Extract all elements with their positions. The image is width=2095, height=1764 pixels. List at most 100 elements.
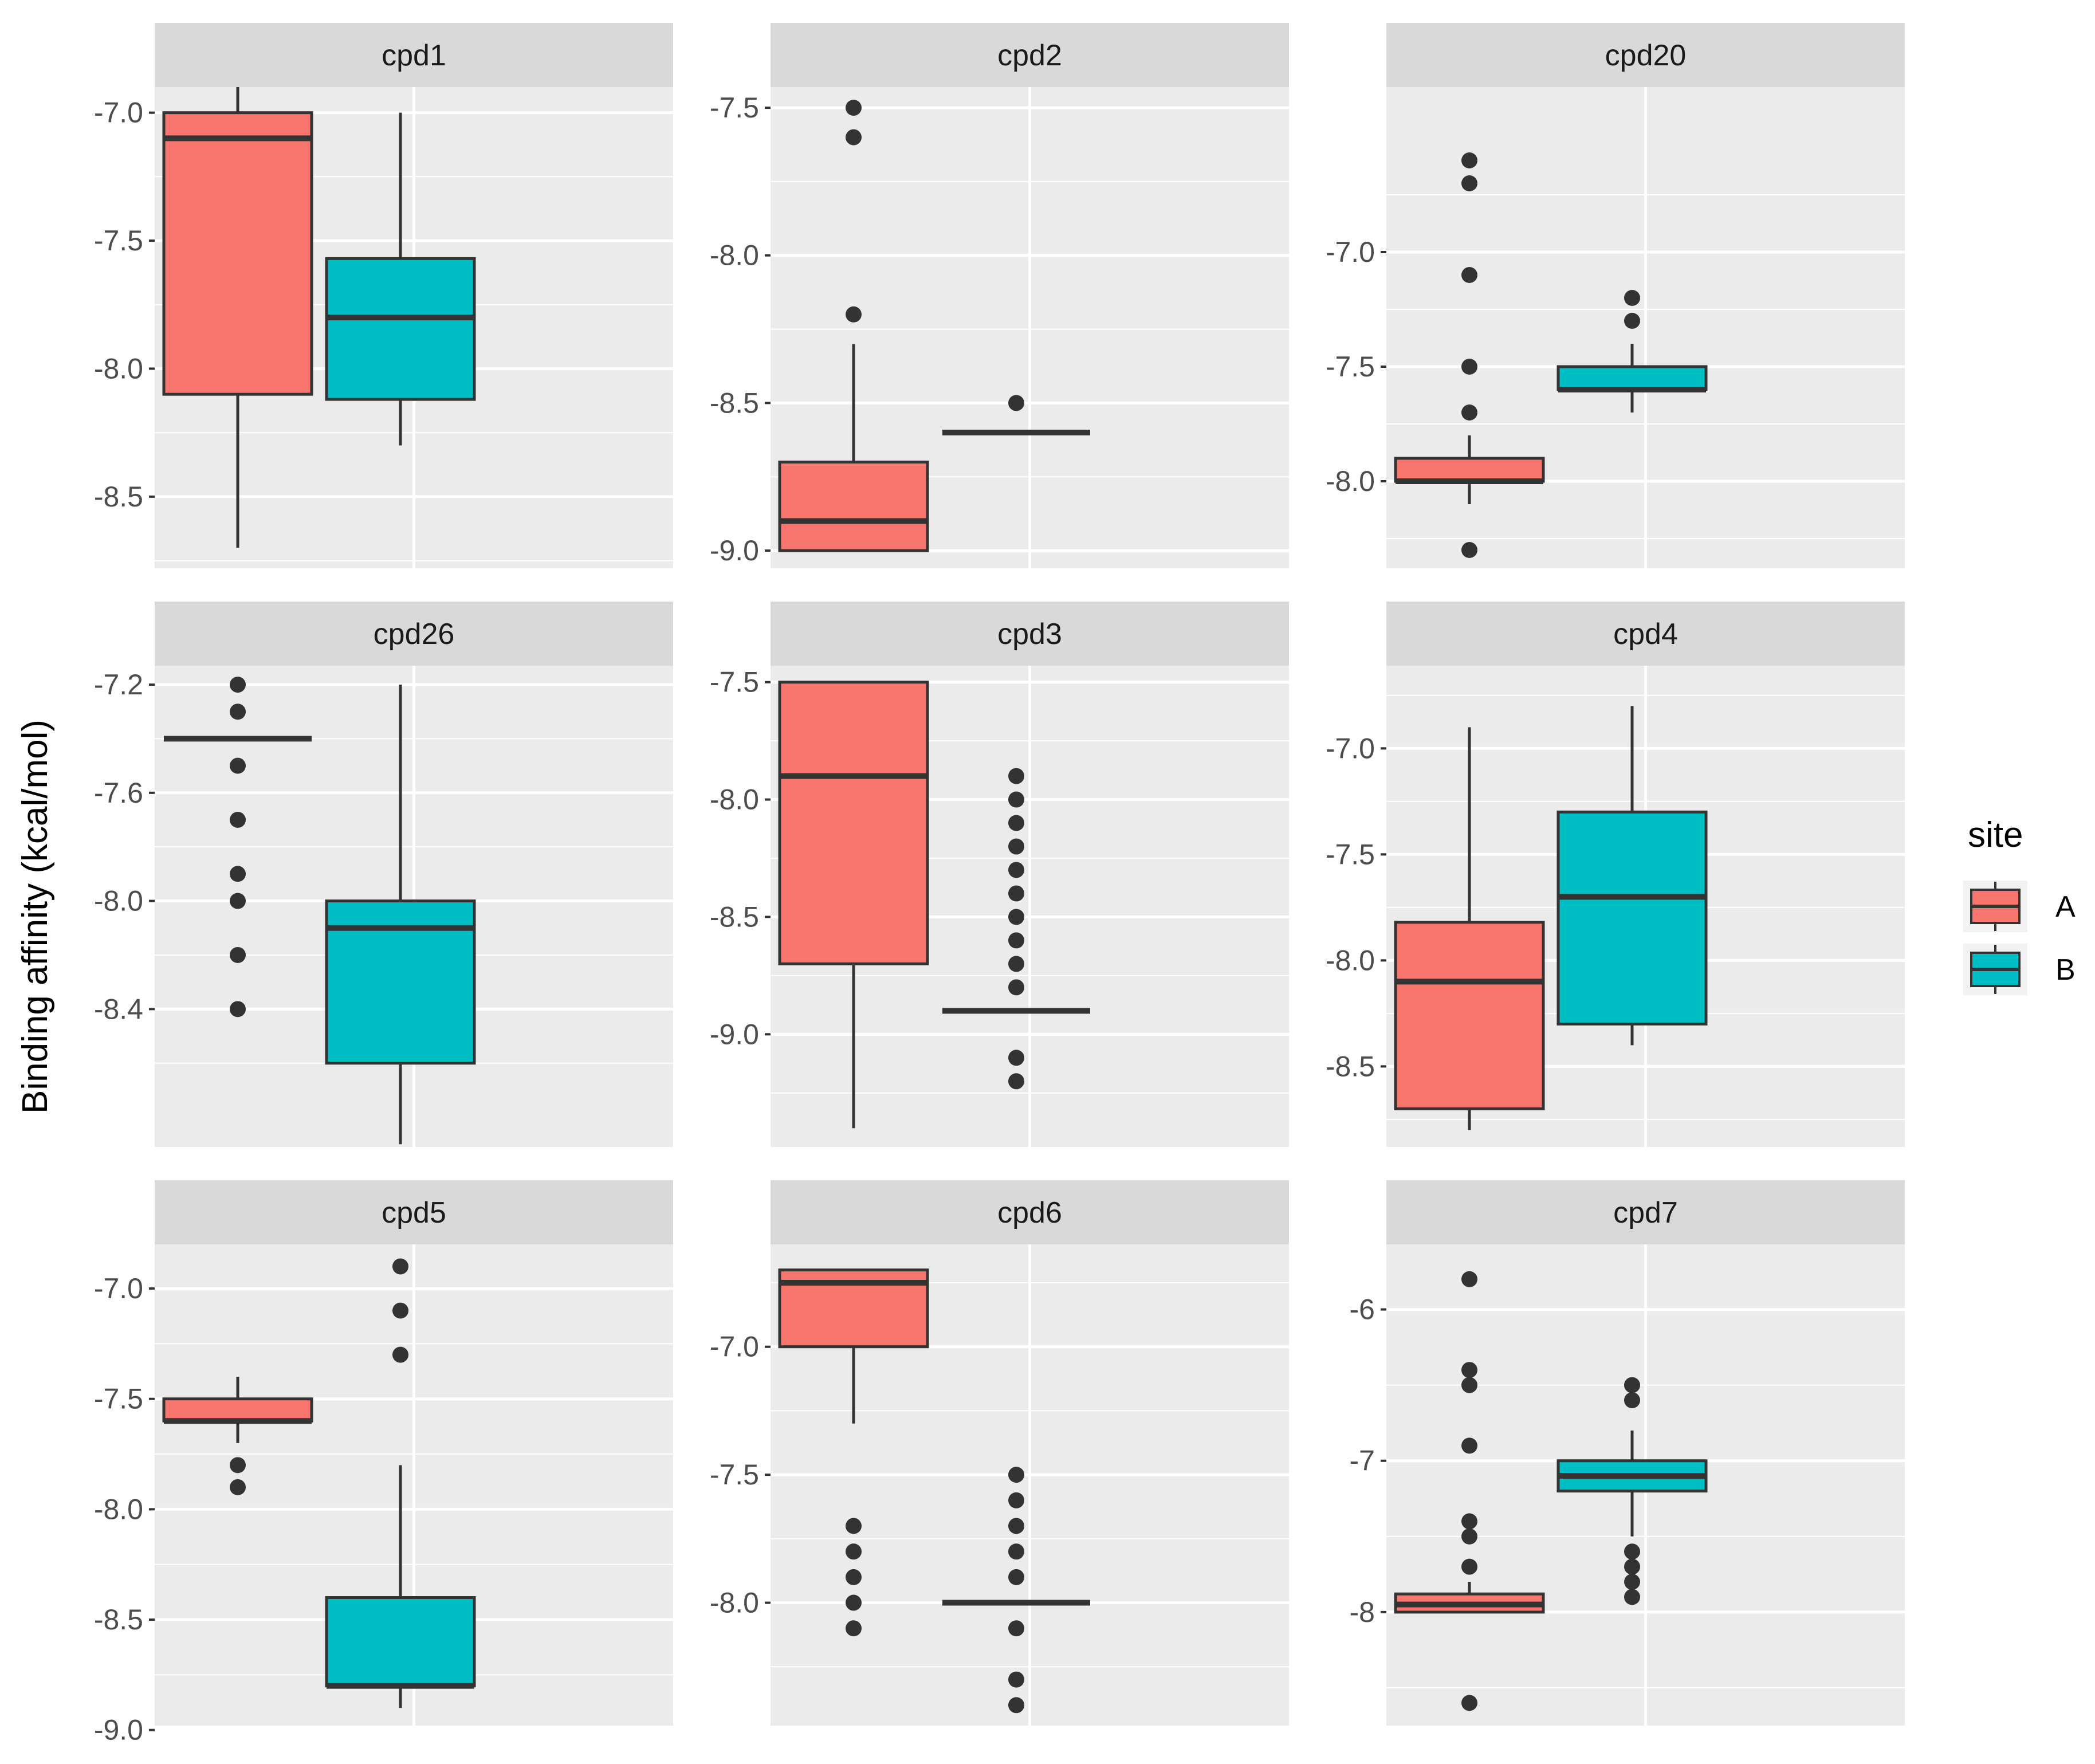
y-tick-label: -7.5 [94,225,143,257]
iqr-box [778,681,929,965]
y-tick-label: -8.5 [710,901,759,933]
outlier-point [1008,838,1024,855]
outlier-point [846,1518,862,1534]
outlier-point [392,1346,408,1363]
panel-cpd4: cpd4 -7.0 -7.5 -8.0 -8.5 [1326,602,1905,1147]
panel-strip [1386,23,1905,87]
outlier-point [230,704,246,720]
y-tick-label: -9.0 [710,1018,759,1050]
panel-strip-title: cpd7 [1613,1196,1678,1229]
outlier-point [230,1479,246,1495]
panel-strip [771,23,1289,87]
outlier-point [846,129,862,146]
y-tick-label: -8.0 [94,1493,143,1525]
panel-strip-title: cpd20 [1605,39,1687,72]
box-site-b [942,768,1090,1090]
outlier-point [1008,1073,1024,1090]
panel-strip [1386,602,1905,666]
outlier-point [1461,1437,1477,1454]
y-tick-label: -7.2 [94,669,143,701]
y-tick-label: -7 [1350,1445,1375,1477]
y-tick-label: -9.0 [710,535,759,567]
box-site-a [162,87,313,548]
outlier-point [392,1302,408,1319]
outlier-point [1008,1492,1024,1508]
iqr-box [1556,365,1708,391]
y-tick-label: -8.5 [710,387,759,419]
outlier-point [1008,1671,1024,1688]
outlier-point [1008,1697,1024,1714]
panel-cpd26: cpd26 -7.2 -7.6 -8.0 -8.4 [94,602,673,1147]
y-tick-label: -7.5 [710,92,759,124]
y-tick-label: -8 [1350,1596,1375,1628]
outlier-point [1008,979,1024,996]
outlier-point [846,1594,862,1611]
outlier-point [230,946,246,963]
box-site-b [942,1467,1090,1714]
panel-strip [155,23,673,87]
outlier-point [1461,1695,1477,1711]
outlier-point [1624,1558,1640,1575]
outlier-point [230,757,246,774]
outlier-point [230,866,246,882]
outlier-point [1008,1467,1024,1483]
y-tick-label: -8.0 [710,239,759,272]
outlier-point [846,1569,862,1585]
box-site-a [162,1377,313,1495]
legend-label-site-b: B [2055,953,2076,987]
panel-strip [771,602,1289,666]
box-site-b [325,112,476,446]
y-tick-label: -8.5 [1326,1050,1375,1082]
outlier-point [1008,395,1024,411]
y-axis-label: Binding affinity (kcal/mol) [15,720,55,1114]
panel-strip [771,1180,1289,1244]
box-site-a [1394,152,1545,558]
y-tick-label: -8.4 [94,993,143,1025]
outlier-point [846,1543,862,1560]
outlier-point [1461,152,1477,168]
outlier-point [1008,768,1024,784]
y-tick-label: -8.5 [94,1604,143,1636]
panel-strip-title: cpd1 [382,39,446,72]
outlier-point [230,893,246,909]
box-site-a [778,1268,929,1637]
outlier-point [1461,542,1477,558]
y-tick-label: -7.0 [710,1331,759,1363]
y-tick-label: -7.0 [1326,732,1375,764]
outlier-point [846,306,862,323]
outlier-point [1624,1377,1640,1393]
outlier-point [1461,1513,1477,1530]
panel-cpd6: cpd6 -7.0 -7.5 -8.0 [710,1180,1289,1726]
outlier-point [230,811,246,828]
panel-cpd5: cpd5 -7.0 -7.5 -8.0 -8.5 -9.0 [94,1180,673,1746]
panel-strip-title: cpd2 [997,39,1062,72]
box-site-b [325,1258,476,1708]
box-site-a [778,100,929,552]
panel-cpd1: cpd1 -7.0 -7.5 -8.0 -8.5 [94,23,673,568]
outlier-point [230,1457,246,1474]
box-site-a [1394,727,1545,1130]
outlier-point [1008,1569,1024,1585]
box-site-b [325,685,476,1145]
legend-label-site-a: A [2055,890,2076,924]
y-tick-label: -8.0 [710,784,759,816]
panel-strip [155,1180,673,1244]
outlier-point [1008,956,1024,972]
outlier-point [1461,267,1477,283]
y-tick-label: -7.5 [1326,351,1375,383]
outlier-point [846,1620,862,1637]
y-tick-label: -7.5 [94,1383,143,1415]
panel-cpd7: cpd7 -6 -7 -8 [1350,1180,1905,1726]
box-site-a [778,681,929,1129]
y-tick-label: -8.5 [94,481,143,513]
outlier-point [1461,1377,1477,1393]
legend-title: site [1968,815,2023,855]
outlier-point [392,1258,408,1275]
panel-strip-title: cpd5 [382,1196,446,1229]
panel-strip [155,602,673,666]
outlier-point [846,100,862,116]
y-tick-label: -9.0 [94,1714,143,1746]
panels-layer: cpd1 -7.0 -7.5 -8.0 -8.5 cpd2 -7.5 -8.0 -8.5 -9.0… [94,23,1905,1746]
panel-strip-title: cpd26 [374,618,455,651]
outlier-point [1461,1528,1477,1545]
